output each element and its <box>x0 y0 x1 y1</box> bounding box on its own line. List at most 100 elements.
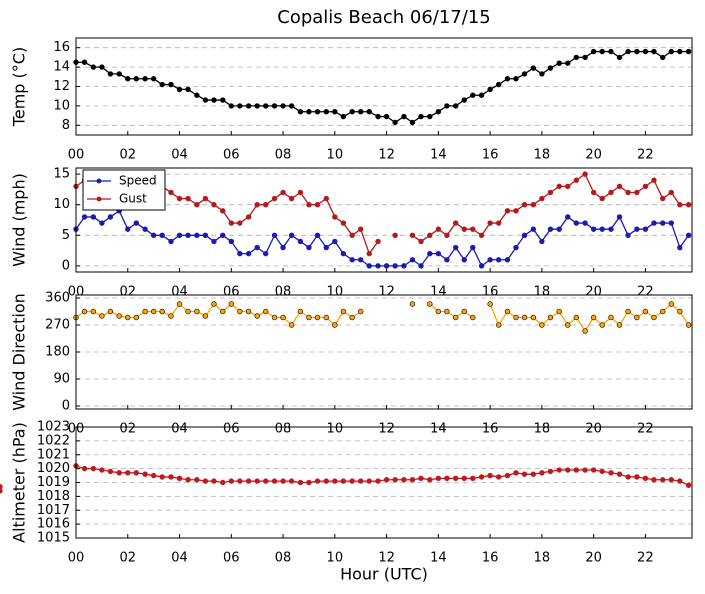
legend-marker <box>96 196 102 202</box>
marker <box>314 202 321 208</box>
marker <box>0 488 3 494</box>
marker <box>409 119 416 126</box>
y-tick-label: 1017 <box>37 503 70 518</box>
marker <box>539 238 545 245</box>
marker <box>504 208 511 214</box>
x-tick-label: 16 <box>482 422 499 437</box>
marker <box>332 109 338 115</box>
marker <box>323 478 329 484</box>
marker <box>366 478 372 484</box>
marker <box>642 48 649 55</box>
series-line <box>489 303 690 333</box>
x-tick-label: 16 <box>482 148 499 163</box>
marker <box>427 477 433 483</box>
marker <box>668 477 674 483</box>
marker <box>90 465 97 472</box>
marker <box>461 257 467 263</box>
y-tick-label: 14 <box>53 60 70 75</box>
marker <box>81 59 88 65</box>
marker <box>254 478 260 484</box>
marker <box>340 113 347 120</box>
marker <box>616 471 623 477</box>
x-tick-label: 00 <box>68 148 85 163</box>
marker <box>660 54 666 61</box>
marker <box>263 250 269 257</box>
marker <box>133 470 140 476</box>
marker <box>487 301 493 307</box>
marker <box>194 92 200 98</box>
marker <box>547 226 554 232</box>
marker <box>150 76 157 82</box>
marker <box>271 232 278 238</box>
marker <box>521 314 528 321</box>
marker <box>168 189 174 196</box>
marker <box>685 202 692 208</box>
y-tick-label: 10 <box>53 98 70 113</box>
marker <box>504 257 511 263</box>
marker <box>168 474 174 480</box>
x-tick-label: 14 <box>430 148 447 163</box>
marker <box>599 48 605 55</box>
marker <box>660 195 666 202</box>
marker <box>599 226 605 232</box>
x-tick-label: 20 <box>585 285 602 300</box>
x-axis-label: Hour (UTC) <box>340 565 428 584</box>
marker <box>211 301 217 307</box>
marker <box>194 477 200 483</box>
marker <box>685 322 692 328</box>
marker <box>590 189 597 196</box>
marker <box>668 301 674 307</box>
marker <box>107 468 114 475</box>
x-tick-label: 18 <box>534 422 551 437</box>
marker <box>211 238 217 245</box>
marker <box>530 65 537 71</box>
marker <box>116 71 122 77</box>
marker <box>271 478 278 484</box>
x-tick-label: 12 <box>378 148 395 163</box>
marker <box>599 195 605 202</box>
marker <box>288 232 295 238</box>
x-tick-label: 16 <box>482 551 499 566</box>
x-tick-label: 08 <box>275 551 292 566</box>
marker <box>634 474 640 480</box>
marker <box>547 65 554 71</box>
series-line <box>75 303 362 326</box>
y-tick-label: 270 <box>45 318 70 333</box>
marker <box>263 478 269 484</box>
x-tick-label: 02 <box>119 148 136 163</box>
marker <box>211 97 217 103</box>
marker <box>314 232 321 238</box>
marker <box>133 76 140 82</box>
marker <box>220 97 226 103</box>
marker <box>332 238 338 245</box>
y-tick-label: 8 <box>62 118 70 133</box>
x-tick-label: 14 <box>430 551 447 566</box>
marker <box>392 119 398 126</box>
marker <box>133 314 140 321</box>
x-tick-label: 04 <box>171 285 188 300</box>
marker <box>590 467 597 473</box>
marker <box>435 308 442 315</box>
marker <box>142 308 148 315</box>
marker <box>625 308 631 315</box>
marker <box>349 109 355 115</box>
marker <box>651 220 657 226</box>
marker <box>539 195 545 202</box>
marker <box>245 214 252 220</box>
y-tick-label: 1015 <box>37 531 70 546</box>
marker <box>521 71 528 77</box>
marker <box>677 308 683 315</box>
marker <box>99 313 105 319</box>
marker <box>608 470 614 476</box>
marker <box>582 171 588 177</box>
marker <box>306 479 312 486</box>
marker <box>176 301 183 307</box>
y-tick-label: 1020 <box>37 461 70 476</box>
legend-box <box>82 169 166 211</box>
marker <box>159 232 165 238</box>
marker <box>651 477 657 483</box>
legend-label: Speed <box>119 174 157 188</box>
marker <box>573 177 580 183</box>
y-tick-label: 180 <box>45 345 70 360</box>
marker <box>150 472 157 479</box>
